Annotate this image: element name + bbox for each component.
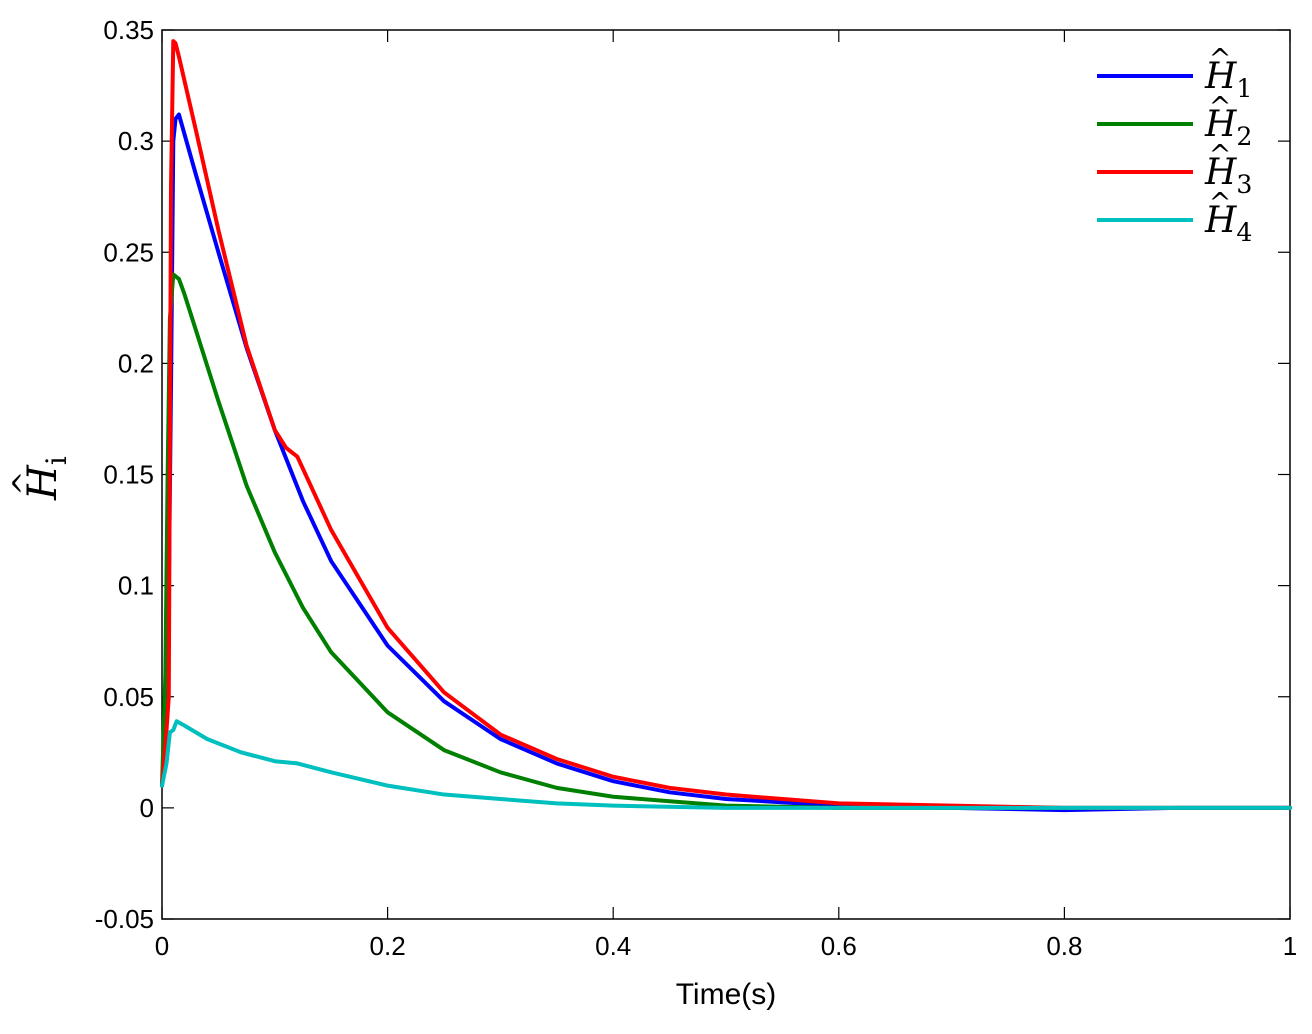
axis-labels: Time(s)Hi^ [7,456,776,1011]
y-tick-label: 0.05 [103,682,154,712]
legend-label-4-hat: ^ [1209,188,1232,219]
x-tick-label: 0 [155,931,169,961]
plot-frame [161,29,1291,920]
series-line-1 [160,112,1292,813]
y-tick-label: 0.1 [118,571,154,601]
legend-label-2-text: H2 [1204,104,1252,151]
legend-label-2-hat: ^ [1209,92,1232,123]
legend-label-4-base: H [1204,200,1237,241]
legend-label-3-base: H [1204,152,1237,193]
legend-label-1-text: H1 [1204,56,1252,103]
y-axis-label-text: Hi [20,456,73,501]
legend-label-3-text: H3 [1204,152,1252,199]
legend-label-1-hat: ^ [1209,44,1232,75]
legend-label-4-text: H4 [1204,200,1252,247]
series-line-3 [160,39,1292,810]
y-axis-label-subscript: i [40,456,73,465]
legend-label-3: H3^ [1204,140,1252,199]
x-tick-label: 0.6 [821,931,857,961]
x-tick-label: 0.8 [1046,931,1082,961]
y-tick-label: 0.3 [118,126,154,156]
y-axis-label-base: H [20,464,66,501]
legend-label-2-base: H [1204,104,1237,145]
y-tick-label: 0.35 [103,15,154,45]
legend-label-4-subscript: 4 [1236,218,1252,247]
x-tick-label: 0.2 [370,931,406,961]
axis-ticks: 0 0.2 0.4 0.6 0.8 1-0.0500.050.10.150.20.250.… [95,15,1298,961]
legend-label-1-base: H [1204,56,1237,97]
legend-label-2: H2^ [1204,92,1252,151]
legend-label-4: H4^ [1204,188,1252,247]
x-tick-label: 0.4 [595,931,631,961]
series-line-4 [160,719,1292,810]
plot-area [161,29,1291,920]
y-axis-label: Hi^ [7,456,73,501]
y-tick-label: 0.15 [103,460,154,490]
legend: H1^H2^H3^H4^ [1097,44,1252,247]
legend-label-3-subscript: 3 [1236,170,1252,199]
legend-label-3-hat: ^ [1209,140,1232,171]
x-axis-label: Time(s) [676,978,777,1011]
y-tick-label: 0 [140,793,154,823]
legend-label-1: H1^ [1204,44,1252,103]
legend-label-2-subscript: 2 [1236,122,1252,151]
series-lines [160,39,1292,813]
y-tick-label: 0.2 [118,348,154,378]
y-tick-label: -0.05 [95,904,154,934]
y-axis-label-hat: ^ [7,471,42,496]
y-tick-label: 0.25 [103,237,154,267]
legend-label-1-subscript: 1 [1236,74,1252,103]
x-tick-label: 1 [1283,931,1297,961]
